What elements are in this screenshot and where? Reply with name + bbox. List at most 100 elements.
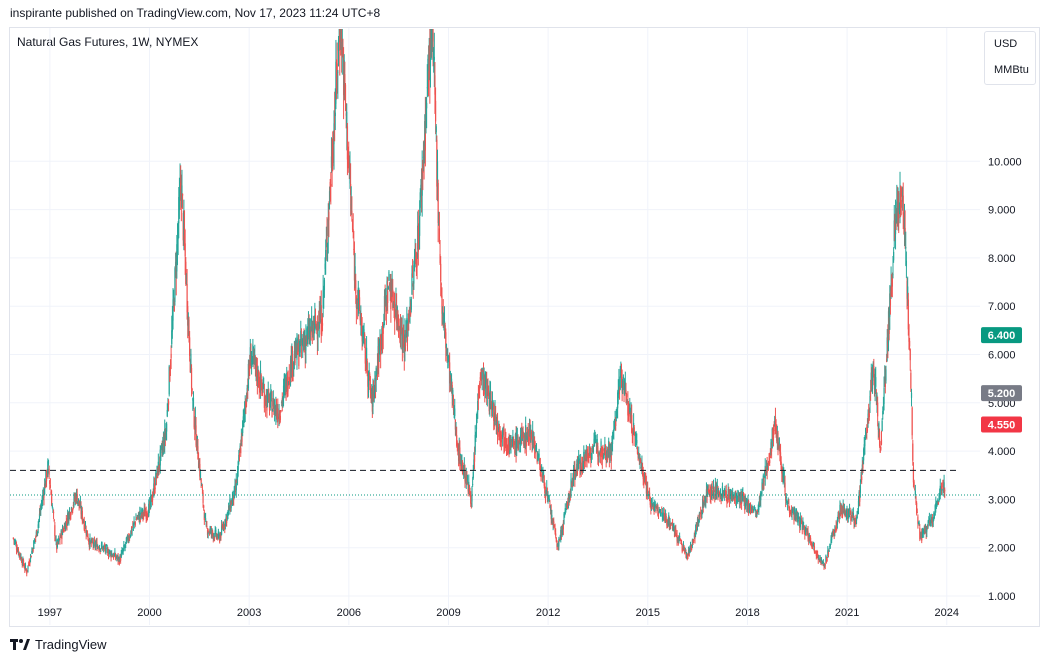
candle bbox=[548, 494, 550, 502]
candle bbox=[721, 482, 724, 502]
candle-body bbox=[647, 494, 649, 496]
candle bbox=[747, 495, 749, 514]
candle bbox=[319, 296, 322, 324]
candle-body bbox=[441, 295, 443, 314]
candle-body bbox=[551, 518, 554, 525]
candle-body bbox=[285, 378, 287, 395]
candle bbox=[228, 502, 230, 516]
candle-body bbox=[296, 336, 298, 360]
candle-body bbox=[519, 434, 522, 445]
candle-body bbox=[386, 280, 388, 306]
candle-body bbox=[652, 503, 654, 506]
candle bbox=[688, 547, 690, 557]
candle-body bbox=[238, 454, 240, 461]
candle bbox=[786, 499, 788, 503]
candle-body bbox=[724, 489, 726, 491]
candle-body bbox=[24, 565, 27, 569]
candle bbox=[63, 526, 65, 533]
candle bbox=[96, 537, 98, 552]
candle-body bbox=[243, 409, 245, 419]
currency-unit-selector[interactable]: USD MMBtu bbox=[984, 31, 1036, 85]
candle-body bbox=[896, 201, 898, 222]
candle bbox=[210, 526, 212, 539]
candle-body bbox=[575, 471, 577, 474]
candle-body bbox=[451, 385, 453, 397]
candle-body bbox=[92, 543, 94, 546]
candle bbox=[805, 524, 807, 532]
candle bbox=[99, 548, 101, 555]
candle bbox=[222, 523, 224, 531]
candle-body bbox=[86, 530, 89, 538]
candle-body bbox=[297, 338, 299, 350]
candle bbox=[818, 555, 820, 560]
candle-body bbox=[307, 322, 310, 332]
candle-body bbox=[813, 546, 816, 553]
candle bbox=[788, 506, 791, 518]
candle bbox=[367, 370, 370, 398]
candle bbox=[180, 165, 182, 210]
candle-body bbox=[504, 438, 506, 443]
candle-body bbox=[213, 535, 215, 537]
candle bbox=[532, 431, 534, 448]
candle bbox=[843, 503, 846, 516]
candle bbox=[146, 511, 148, 522]
candle bbox=[511, 438, 513, 448]
candle-body bbox=[579, 463, 581, 470]
candle-body bbox=[384, 298, 386, 308]
candle-body bbox=[344, 84, 347, 103]
candle-body bbox=[694, 529, 697, 536]
candle-body bbox=[72, 505, 74, 506]
candle bbox=[306, 326, 308, 345]
candle bbox=[732, 495, 734, 501]
candle bbox=[825, 556, 828, 564]
candle bbox=[794, 512, 796, 522]
candle bbox=[400, 316, 402, 350]
candle bbox=[580, 456, 582, 477]
candle bbox=[300, 320, 302, 347]
candle bbox=[394, 292, 396, 335]
candle-body bbox=[277, 408, 279, 422]
candle bbox=[809, 535, 812, 546]
tradingview-logo[interactable]: TradingView bbox=[10, 637, 107, 652]
candle bbox=[459, 453, 462, 465]
candle bbox=[292, 362, 294, 382]
candle-body bbox=[473, 454, 476, 462]
candle bbox=[679, 538, 681, 541]
candle-body bbox=[40, 504, 43, 506]
candle bbox=[61, 530, 63, 545]
candle bbox=[550, 504, 552, 526]
candle bbox=[25, 567, 27, 572]
candle-body bbox=[256, 362, 258, 376]
candle bbox=[240, 428, 242, 447]
candle-body bbox=[629, 411, 632, 417]
candle bbox=[768, 453, 770, 465]
candle-body bbox=[686, 553, 688, 557]
candle bbox=[436, 135, 438, 201]
candle bbox=[68, 510, 70, 526]
candle bbox=[514, 438, 516, 457]
candle bbox=[269, 392, 271, 408]
candle bbox=[419, 200, 421, 250]
candle-body bbox=[909, 349, 911, 361]
candle bbox=[371, 384, 373, 404]
candle-body bbox=[266, 398, 268, 411]
candle-body bbox=[380, 342, 382, 350]
candle-body bbox=[205, 518, 207, 520]
candle bbox=[719, 488, 722, 500]
unit-label: MMBtu bbox=[994, 64, 1029, 76]
candle bbox=[254, 344, 256, 365]
candle-body bbox=[237, 461, 239, 471]
candle-body bbox=[930, 517, 932, 521]
candle bbox=[761, 478, 763, 497]
candle-body bbox=[569, 496, 571, 497]
candle-body bbox=[771, 428, 773, 449]
candle-body bbox=[818, 558, 820, 560]
candle-body bbox=[90, 541, 92, 544]
candle-body bbox=[261, 383, 263, 387]
candle-body bbox=[456, 443, 458, 447]
candle bbox=[796, 510, 798, 523]
candle-body bbox=[121, 551, 124, 553]
chart-pane[interactable] bbox=[9, 27, 1040, 627]
candle-body bbox=[788, 505, 790, 509]
candle bbox=[474, 425, 476, 455]
